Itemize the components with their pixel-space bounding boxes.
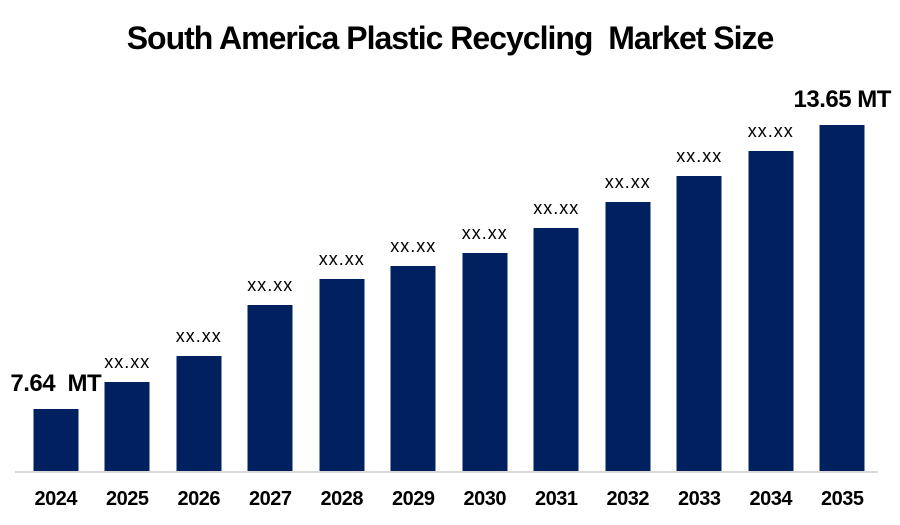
bar-2034 — [748, 151, 794, 471]
x-axis-label-2025: 2025 — [106, 488, 149, 510]
bar-column-2025: xx.xx — [92, 51, 164, 471]
bar-2033 — [676, 176, 722, 471]
bar-value-label-2026: xx.xx — [175, 326, 222, 346]
x-axis-label-2029: 2029 — [392, 488, 435, 510]
x-axis-label-2032: 2032 — [606, 488, 650, 510]
x-axis-label-2028: 2028 — [320, 488, 364, 510]
x-axis-label-2024: 2024 — [34, 488, 78, 510]
x-axis-label-2035: 2035 — [821, 488, 864, 510]
bar-2029 — [390, 266, 436, 471]
x-axis-label-2030: 2030 — [463, 488, 507, 510]
bars-row: 7.64 MT xx.xx xx.xx xx.xx xx.xx xx.xx xx.xx xx.… — [10, 51, 891, 471]
bar-column-2034: xx.xx — [735, 51, 807, 471]
bar-column-2033: xx.xx — [664, 51, 736, 471]
x-axis-labels: 2024 2025 2026 2027 2028 2029 2030 2031 2032 2033… — [20, 489, 878, 509]
x-axis-line — [15, 471, 878, 473]
bar-2026 — [176, 356, 222, 471]
x-axis-label-2031: 2031 — [535, 488, 578, 510]
bar-value-label-2025: xx.xx — [104, 352, 151, 372]
bar-2031 — [533, 228, 579, 471]
x-axis-label-2034: 2034 — [749, 488, 793, 510]
bar-value-label-2029: xx.xx — [390, 236, 437, 256]
bar-value-label-2031: xx.xx — [533, 198, 580, 218]
bar-column-2024: 7.64 MT — [10, 51, 102, 471]
chart-title: South America Plastic Recycling Market S… — [126, 20, 775, 56]
bar-value-label-2030: xx.xx — [461, 223, 508, 243]
bar-column-2031: xx.xx — [521, 51, 593, 471]
bar-value-label-2028: xx.xx — [318, 249, 365, 269]
bar-value-label-2034: xx.xx — [747, 121, 794, 141]
bar-column-2035: 13.65 MT — [794, 51, 891, 471]
bar-column-2028: xx.xx — [306, 51, 378, 471]
bar-value-label-2027: xx.xx — [247, 275, 294, 295]
bar-column-2030: xx.xx — [449, 51, 521, 471]
bar-2028 — [319, 279, 365, 471]
bar-value-label-2032: xx.xx — [604, 172, 651, 192]
x-axis-label-2027: 2027 — [249, 488, 292, 510]
bar-column-2026: xx.xx — [163, 51, 235, 471]
bar-value-label-2033: xx.xx — [676, 146, 723, 166]
bar-column-2032: xx.xx — [592, 51, 664, 471]
bar-2032 — [605, 202, 651, 471]
x-axis-label-2026: 2026 — [177, 488, 221, 510]
bar-2035 — [819, 125, 865, 471]
x-axis-label-2033: 2033 — [678, 488, 721, 510]
bar-value-label-2035: 13.65 MT — [793, 86, 892, 113]
bar-2030 — [462, 253, 508, 471]
bar-value-label-2024: 7.64 MT — [10, 370, 102, 397]
bar-column-2029: xx.xx — [378, 51, 450, 471]
bar-2025 — [104, 382, 150, 471]
bar-2024 — [33, 409, 79, 471]
bar-column-2027: xx.xx — [235, 51, 307, 471]
bar-2027 — [247, 305, 293, 471]
